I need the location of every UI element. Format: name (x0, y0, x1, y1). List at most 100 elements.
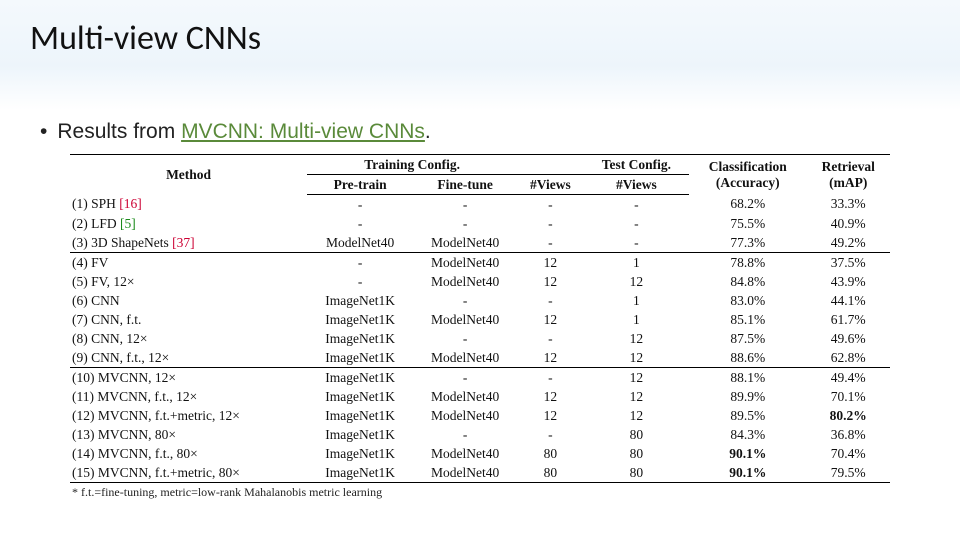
cell-accuracy: 84.3% (689, 425, 806, 444)
bullet-line: •Results from MVCNN: Multi-view CNNs. (40, 120, 920, 144)
cell-tv: - (517, 214, 584, 233)
cell-method: (11) MVCNN, f.t., 12× (70, 387, 307, 406)
cell-sv: 80 (584, 444, 689, 463)
cell-map: 44.1% (806, 291, 890, 310)
cell-map: 49.6% (806, 329, 890, 348)
cell-fine: ModelNet40 (413, 348, 517, 368)
cell-fine: - (413, 368, 517, 388)
mvcnn-link[interactable]: MVCNN: Multi-view CNNs (181, 120, 425, 143)
cell-pre: ImageNet1K (307, 406, 413, 425)
table-row: (2) LFD [5]----75.5%40.9% (70, 214, 890, 233)
cell-fine: ModelNet40 (413, 233, 517, 253)
content-area: •Results from MVCNN: Multi-view CNNs. Me… (0, 110, 960, 500)
cell-fine: - (413, 214, 517, 233)
cell-pre: ImageNet1K (307, 348, 413, 368)
cell-sv: 1 (584, 310, 689, 329)
table-row: (5) FV, 12×-ModelNet40121284.8%43.9% (70, 272, 890, 291)
results-table: Method Training Config. Test Config. Cla… (70, 154, 890, 483)
cell-fine: - (413, 291, 517, 310)
col-method: Method (70, 155, 307, 195)
cell-pre: - (307, 214, 413, 233)
cell-pre: ImageNet1K (307, 291, 413, 310)
table-row: (8) CNN, 12×ImageNet1K--1287.5%49.6% (70, 329, 890, 348)
cell-sv: 12 (584, 272, 689, 291)
cell-accuracy: 84.8% (689, 272, 806, 291)
cell-map: 61.7% (806, 310, 890, 329)
cell-accuracy: 88.1% (689, 368, 806, 388)
table-row: (6) CNNImageNet1K--183.0%44.1% (70, 291, 890, 310)
cell-sv: - (584, 195, 689, 215)
bullet-suffix: . (425, 120, 431, 143)
cell-accuracy: 78.8% (689, 253, 806, 273)
cell-fine: ModelNet40 (413, 387, 517, 406)
cell-sv: - (584, 233, 689, 253)
cell-tv: 12 (517, 387, 584, 406)
table-row: (15) MVCNN, f.t.+metric, 80×ImageNet1KMo… (70, 463, 890, 483)
cell-method: (14) MVCNN, f.t., 80× (70, 444, 307, 463)
cell-method: (13) MVCNN, 80× (70, 425, 307, 444)
cell-map: 70.4% (806, 444, 890, 463)
cell-method: (6) CNN (70, 291, 307, 310)
slide-title: Multi-view CNNs (30, 18, 930, 59)
cell-map: 43.9% (806, 272, 890, 291)
cell-sv: 12 (584, 368, 689, 388)
cell-pre: ImageNet1K (307, 310, 413, 329)
cell-sv: 80 (584, 463, 689, 483)
cell-accuracy: 90.1% (689, 444, 806, 463)
cell-tv: 12 (517, 272, 584, 291)
col-training: Training Config. (307, 155, 517, 175)
cell-map: 37.5% (806, 253, 890, 273)
cell-map: 62.8% (806, 348, 890, 368)
table-row: (13) MVCNN, 80×ImageNet1K--8084.3%36.8% (70, 425, 890, 444)
cell-sv: 12 (584, 348, 689, 368)
cell-map: 80.2% (806, 406, 890, 425)
cell-tv: 80 (517, 444, 584, 463)
cell-pre: - (307, 195, 413, 215)
cell-method: (5) FV, 12× (70, 272, 307, 291)
cell-sv: - (584, 214, 689, 233)
cell-tv: 12 (517, 310, 584, 329)
col-train-views-top (517, 155, 584, 175)
cell-fine: - (413, 195, 517, 215)
cell-accuracy: 90.1% (689, 463, 806, 483)
table-row: (9) CNN, f.t., 12×ImageNet1KModelNet4012… (70, 348, 890, 368)
table-row: (1) SPH [16]----68.2%33.3% (70, 195, 890, 215)
cell-fine: ModelNet40 (413, 310, 517, 329)
cell-sv: 12 (584, 329, 689, 348)
cell-fine: ModelNet40 (413, 272, 517, 291)
cell-accuracy: 85.1% (689, 310, 806, 329)
table-row: (10) MVCNN, 12×ImageNet1K--1288.1%49.4% (70, 368, 890, 388)
cell-pre: - (307, 253, 413, 273)
cell-map: 40.9% (806, 214, 890, 233)
cell-sv: 80 (584, 425, 689, 444)
cell-tv: 12 (517, 253, 584, 273)
cell-fine: ModelNet40 (413, 253, 517, 273)
table-row: (11) MVCNN, f.t., 12×ImageNet1KModelNet4… (70, 387, 890, 406)
cell-method: (8) CNN, 12× (70, 329, 307, 348)
cell-pre: ModelNet40 (307, 233, 413, 253)
col-train-views: #Views (517, 175, 584, 195)
cell-accuracy: 87.5% (689, 329, 806, 348)
title-band: Multi-view CNNs (0, 0, 960, 110)
cell-fine: - (413, 425, 517, 444)
cell-map: 49.4% (806, 368, 890, 388)
cell-tv: - (517, 368, 584, 388)
cell-map: 36.8% (806, 425, 890, 444)
table-row: (7) CNN, f.t.ImageNet1KModelNet4012185.1… (70, 310, 890, 329)
cell-method: (1) SPH [16] (70, 195, 307, 215)
col-pretrain: Pre-train (307, 175, 413, 195)
cell-method: (12) MVCNN, f.t.+metric, 12× (70, 406, 307, 425)
cell-sv: 1 (584, 253, 689, 273)
cell-pre: ImageNet1K (307, 463, 413, 483)
cell-fine: ModelNet40 (413, 406, 517, 425)
cell-sv: 12 (584, 406, 689, 425)
cell-pre: ImageNet1K (307, 425, 413, 444)
cell-tv: 12 (517, 406, 584, 425)
cell-tv: 80 (517, 463, 584, 483)
cell-method: (7) CNN, f.t. (70, 310, 307, 329)
cell-tv: - (517, 425, 584, 444)
cell-fine: - (413, 329, 517, 348)
col-test-views: #Views (584, 175, 689, 195)
col-class: Classification(Accuracy) (689, 155, 806, 195)
cell-accuracy: 68.2% (689, 195, 806, 215)
